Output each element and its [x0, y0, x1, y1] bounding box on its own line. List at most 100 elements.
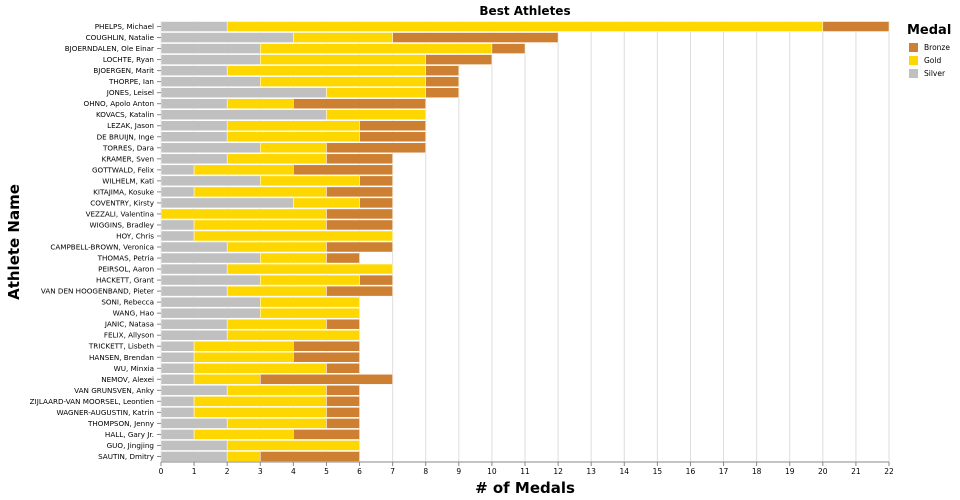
bar-silver-25: [160, 296, 261, 308]
bar-gold-0: [226, 21, 824, 32]
category-label: PHELPS, Michael: [95, 22, 154, 31]
category-label: TORRES, Dara: [102, 143, 154, 152]
bar-silver-38: [160, 440, 228, 451]
bar-gold-35: [193, 407, 327, 418]
bar-silver-2: [160, 43, 261, 54]
bar-bronze-32: [260, 374, 393, 385]
bar-silver-6: [160, 87, 327, 98]
x-tick-label-16: 16: [686, 467, 696, 476]
bars: [160, 21, 890, 462]
bar-silver-32: [160, 374, 195, 385]
legend-swatch-bronze: [909, 43, 918, 52]
bar-bronze-30: [293, 352, 360, 363]
category-label: KRAMER, Sven: [102, 154, 154, 163]
legend-title: Medal: [907, 23, 951, 38]
bar-silver-20: [160, 241, 228, 253]
bar-silver-11: [160, 142, 261, 154]
bar-silver-23: [160, 274, 261, 286]
bar-bronze-15: [326, 186, 393, 198]
bar-silver-14: [160, 175, 261, 187]
category-label: ZIJLAARD-VAN MOORSEL, Leontien: [30, 397, 154, 406]
category-label: COVENTRY, Kirsty: [90, 198, 154, 207]
x-tick-label-3: 3: [258, 467, 263, 476]
category-label: HOY, Chris: [116, 231, 154, 240]
legend-label-gold: Gold: [924, 56, 941, 65]
category-label: NEMOV, Alexei: [101, 375, 154, 384]
bar-gold-22: [226, 263, 393, 275]
bar-gold-9: [226, 120, 360, 131]
legend-swatch-gold: [909, 56, 918, 65]
bar-bronze-11: [326, 142, 426, 154]
bar-gold-8: [326, 109, 426, 120]
category-label: LOCHTE, Ryan: [103, 55, 154, 64]
bar-silver-13: [160, 164, 195, 176]
bar-silver-19: [160, 230, 195, 242]
category-labels: PHELPS, Michael COUGHLIN, Natalie BJOERNDA…: [30, 22, 161, 461]
bar-gold-2: [260, 43, 493, 54]
bar-silver-15: [160, 186, 195, 198]
legend-label-silver: Silver: [924, 69, 946, 78]
bar-gold-6: [326, 87, 426, 98]
bar-bronze-10: [359, 131, 426, 143]
bar-silver-7: [160, 98, 228, 109]
bar-gold-11: [260, 142, 327, 154]
bar-gold-36: [226, 418, 327, 429]
bar-silver-39: [160, 451, 228, 462]
bar-silver-37: [160, 429, 195, 440]
category-label: WILHELM, Kati: [102, 176, 154, 185]
bar-gold-27: [226, 318, 327, 330]
bar-silver-1: [160, 32, 294, 43]
bar-silver-34: [160, 396, 195, 407]
category-label: HALL, Gary Jr.: [105, 430, 154, 439]
bar-gold-37: [193, 429, 294, 440]
bar-bronze-3: [425, 54, 493, 65]
legend-swatch-silver: [909, 69, 918, 78]
bar-gold-5: [260, 76, 426, 87]
y-axis-title: Athlete Name: [5, 184, 23, 300]
x-tick-label-14: 14: [619, 467, 629, 476]
bar-silver-24: [160, 285, 228, 297]
bar-silver-33: [160, 385, 228, 396]
x-tick-label-22: 22: [884, 467, 894, 476]
bar-silver-10: [160, 131, 228, 143]
category-label: JANIC, Natasa: [104, 320, 154, 329]
category-label: LEZAK, Jason: [107, 121, 154, 130]
bar-bronze-7: [293, 98, 426, 109]
bar-bronze-17: [326, 208, 393, 220]
bar-silver-8: [160, 109, 327, 120]
bar-gold-10: [226, 131, 360, 143]
bar-gold-1: [293, 32, 393, 43]
x-tick-label-0: 0: [159, 467, 164, 476]
bar-bronze-1: [392, 32, 559, 43]
x-tick-label-5: 5: [324, 467, 329, 476]
bar-gold-23: [260, 274, 360, 286]
bar-bronze-39: [260, 451, 360, 462]
x-tick-label-2: 2: [225, 467, 230, 476]
bar-silver-16: [160, 197, 294, 209]
bar-bronze-36: [326, 418, 360, 429]
x-tick-label-15: 15: [653, 467, 663, 476]
bar-gold-33: [226, 385, 327, 396]
bar-silver-28: [160, 329, 228, 341]
x-tick-label-21: 21: [851, 467, 861, 476]
bar-gold-21: [260, 252, 327, 264]
bar-bronze-9: [359, 120, 426, 131]
x-tick-label-7: 7: [390, 467, 395, 476]
bar-bronze-29: [293, 340, 360, 352]
bar-bronze-24: [326, 285, 393, 297]
category-label: FELIX, Allyson: [104, 331, 154, 340]
bar-gold-7: [226, 98, 294, 109]
bar-silver-31: [160, 363, 195, 374]
category-label: CAMPBELL-BROWN, Veronica: [50, 243, 154, 252]
bar-gold-30: [193, 352, 294, 363]
bar-silver-3: [160, 54, 261, 65]
category-label: BJOERNDALEN, Ole Einar: [65, 44, 154, 53]
bar-gold-3: [260, 54, 426, 65]
x-tick-label-20: 20: [818, 467, 828, 476]
bar-bronze-6: [425, 87, 460, 98]
bar-gold-29: [193, 340, 294, 352]
category-label: KITAJIMA, Kosuke: [93, 187, 154, 196]
bar-silver-5: [160, 76, 261, 87]
bar-gold-18: [193, 219, 327, 231]
bar-bronze-4: [425, 65, 460, 76]
